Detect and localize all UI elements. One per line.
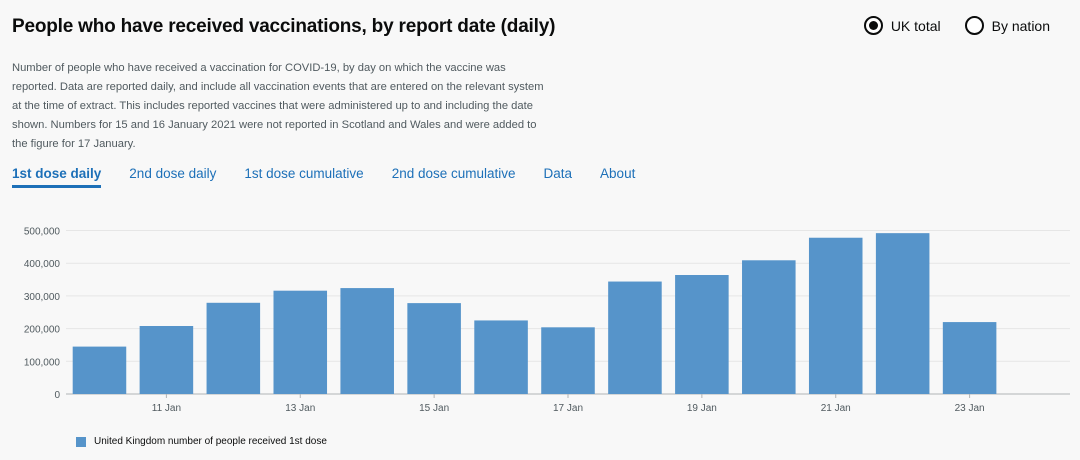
x-tick-label: 13 Jan [285, 403, 315, 414]
bar [675, 275, 729, 394]
x-tick-label: 17 Jan [553, 403, 583, 414]
bar [742, 260, 796, 394]
metric-tabs: 1st dose daily 2nd dose daily 1st dose c… [12, 166, 635, 188]
bar [541, 327, 595, 394]
bar [808, 237, 863, 394]
x-tick-label: 19 Jan [687, 403, 717, 414]
x-tick-label: 15 Jan [419, 403, 449, 414]
bar [139, 326, 194, 394]
legend-swatch [76, 436, 86, 447]
chart-legend: United Kingdom number of people received… [76, 436, 327, 447]
bar-chart: 0 100,000 200,000 300,000 400,000 500,000 11 J… [24, 227, 1070, 414]
x-tick-label: 23 Jan [955, 403, 985, 414]
y-tick-label: 200,000 [24, 325, 61, 336]
radio-uk-total[interactable]: UK total [863, 16, 941, 35]
tab-1st-dose-cumulative[interactable]: 1st dose cumulative [244, 166, 364, 181]
radio-uk-total-label: UK total [890, 17, 941, 34]
bar [942, 322, 997, 394]
bar [72, 346, 127, 394]
chart-title: People who have received vaccinations, b… [12, 16, 556, 37]
radio-by-nation[interactable]: By nation [964, 16, 1050, 35]
bar [875, 233, 930, 394]
view-radio-group: UK total By nation [863, 16, 1050, 35]
legend-label: United Kingdom number of people received… [94, 436, 327, 447]
y-tick-label: 300,000 [24, 292, 61, 303]
radio-by-nation-circle[interactable] [964, 16, 984, 35]
y-tick-label: 0 [54, 390, 60, 401]
tab-2nd-dose-cumulative[interactable]: 2nd dose cumulative [391, 166, 516, 181]
x-tick-label: 21 Jan [821, 403, 851, 414]
bar [340, 288, 394, 394]
x-tick-label: 11 Jan [152, 403, 181, 414]
tab-data[interactable]: Data [543, 166, 573, 181]
bar [273, 290, 328, 394]
chart-description: Number of people who have received a vac… [12, 62, 544, 150]
tab-1st-dose-daily[interactable]: 1st dose daily [12, 166, 102, 188]
bar [206, 302, 261, 394]
radio-selected-dot [868, 21, 878, 30]
tab-about[interactable]: About [600, 166, 636, 181]
bar [474, 320, 528, 394]
tab-2nd-dose-daily[interactable]: 2nd dose daily [129, 166, 217, 181]
bar [608, 281, 662, 394]
radio-by-nation-label: By nation [991, 17, 1050, 34]
y-tick-label: 400,000 [24, 259, 61, 270]
y-tick-label: 500,000 [24, 227, 61, 238]
bar [407, 303, 461, 394]
radio-uk-total-circle[interactable] [863, 16, 883, 35]
y-tick-label: 100,000 [24, 357, 61, 368]
